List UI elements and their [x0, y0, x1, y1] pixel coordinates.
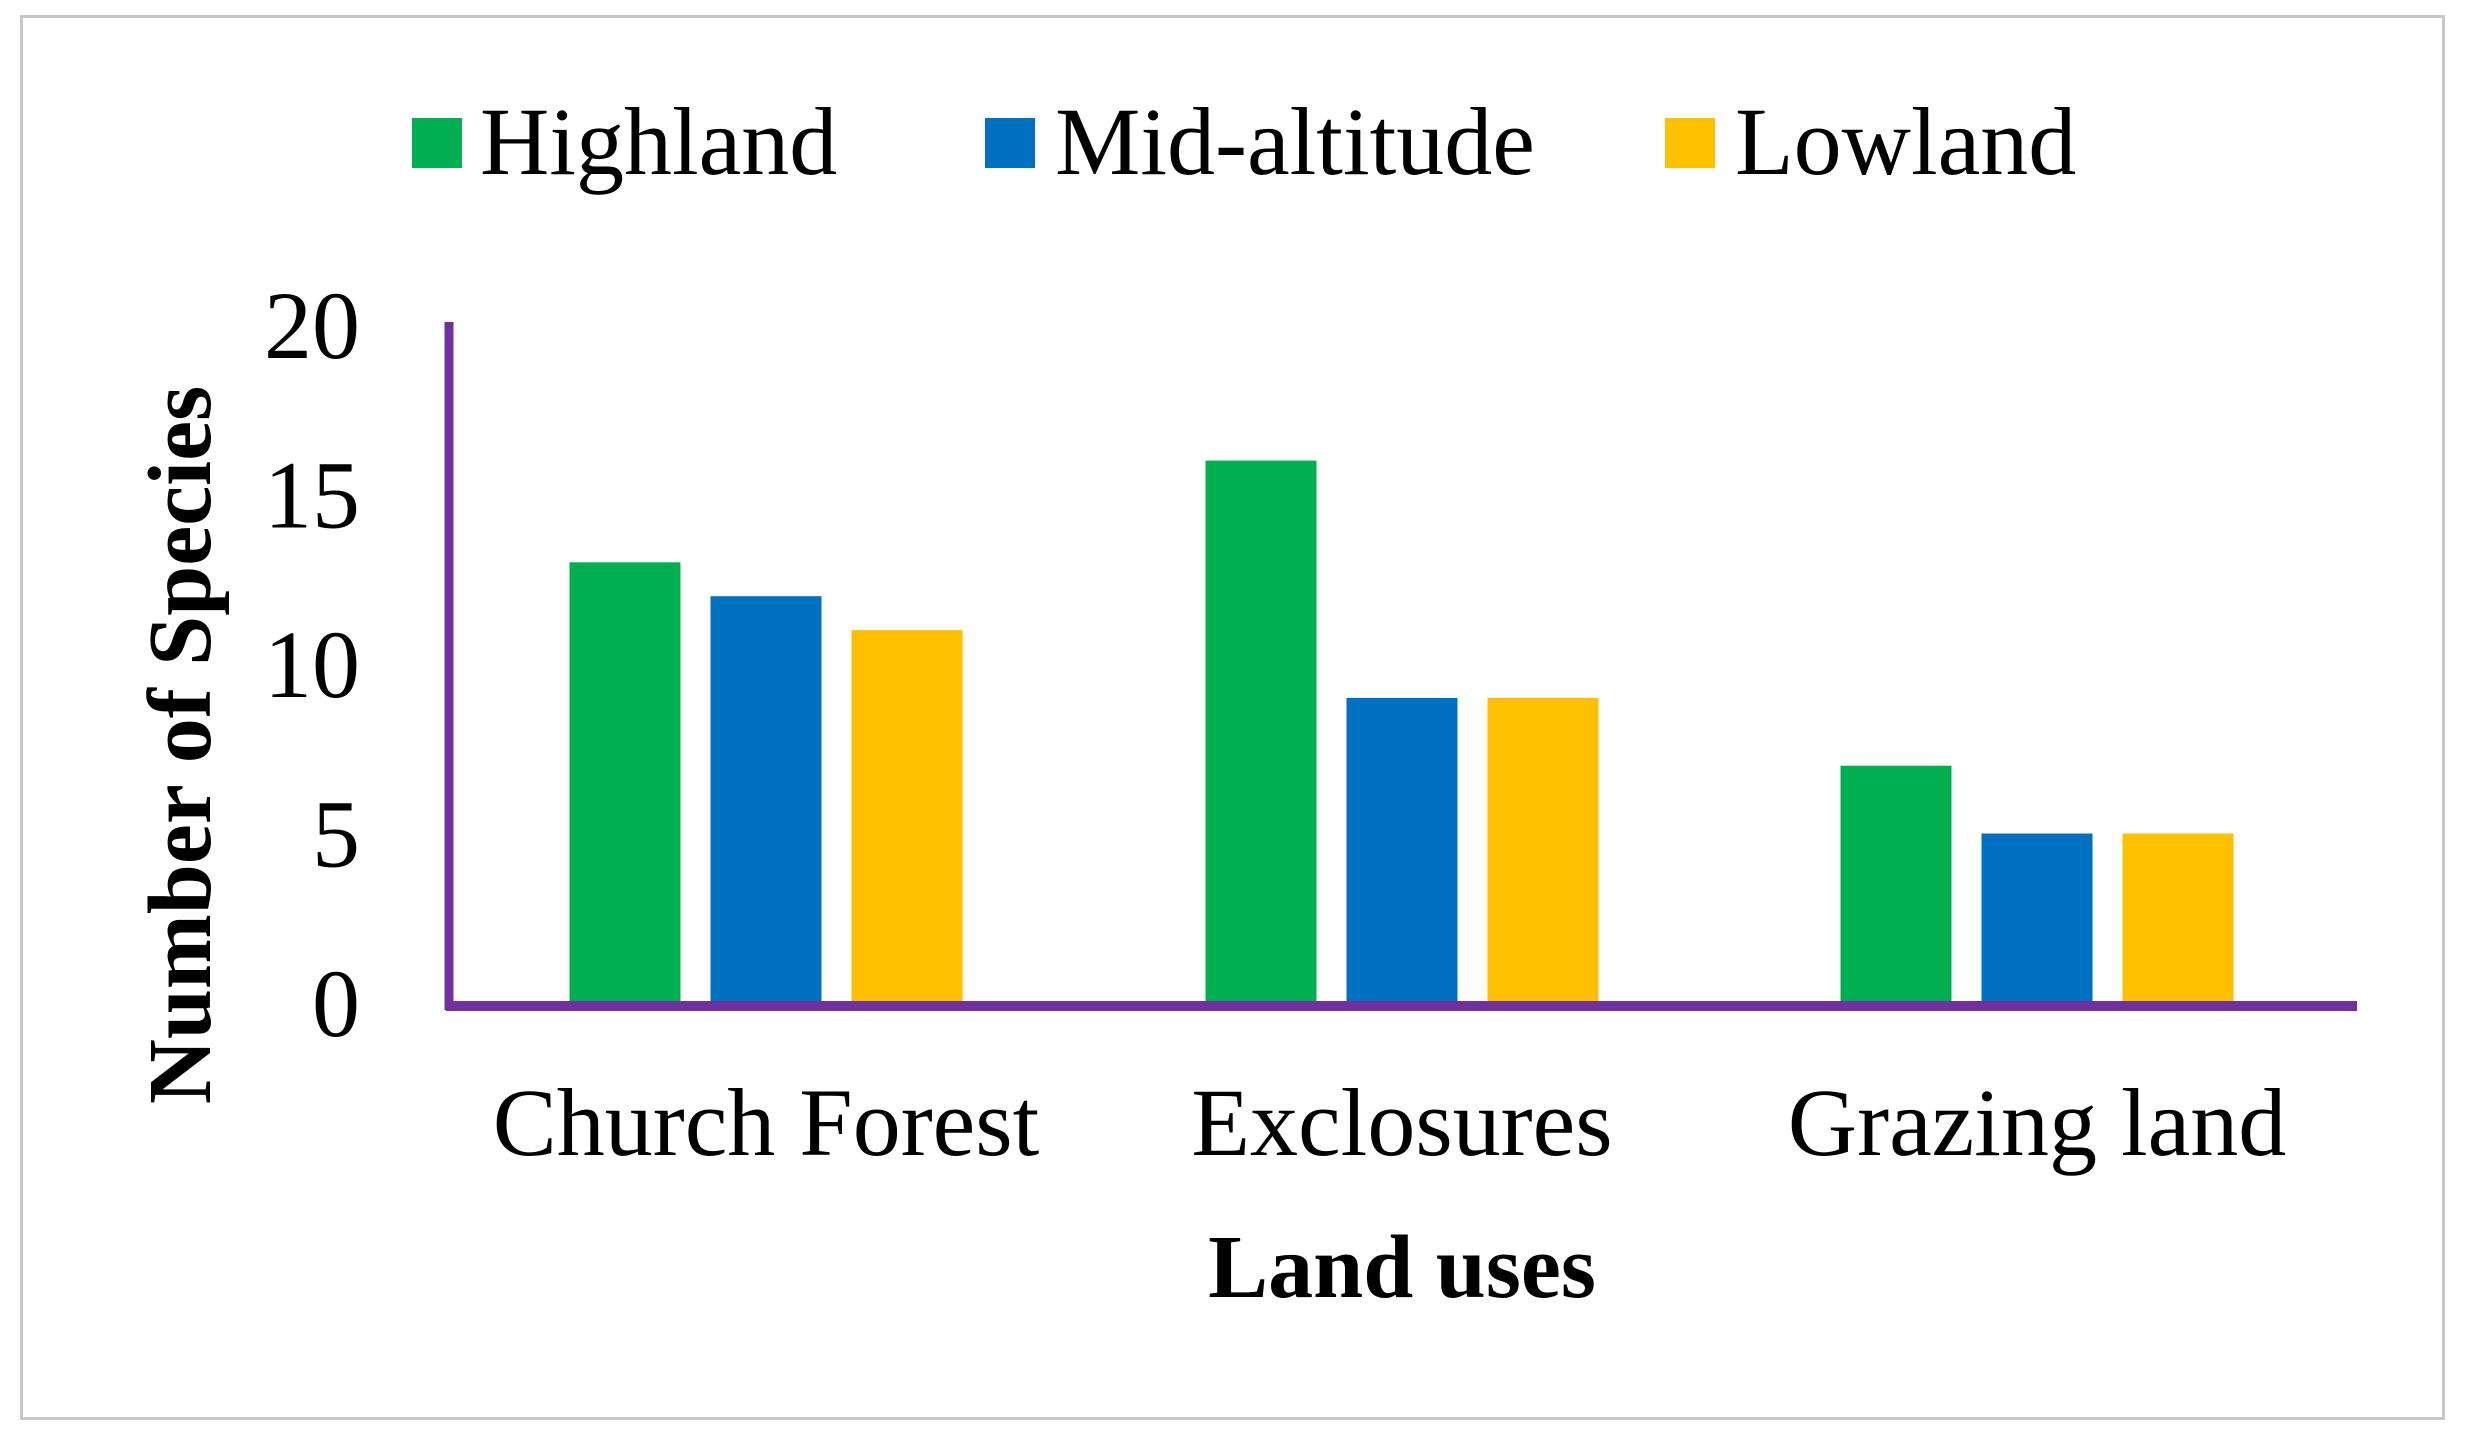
legend-swatch: [1665, 118, 1715, 168]
legend-label: Lowland: [1735, 88, 2076, 195]
y-tick-label: 20: [264, 272, 360, 379]
x-category-label: Grazing land: [1788, 1069, 2286, 1176]
bar-highland-grazing-land: [1840, 765, 1952, 1003]
bar-highland-exclosures: [1205, 460, 1317, 1004]
bar-mid-altitude-church-forest: [710, 596, 822, 1003]
legend-item-mid-altitude: Mid-altitude: [985, 88, 1535, 195]
legend-item-lowland: Lowland: [1665, 88, 2076, 195]
legend-swatch: [985, 118, 1035, 168]
bar-highland-church-forest: [569, 562, 681, 1003]
x-category-label: Exclosures: [1191, 1069, 1612, 1176]
bar-lowland-grazing-land: [2122, 833, 2234, 1003]
legend-label: Highland: [480, 88, 837, 195]
legend-item-highland: Highland: [412, 88, 837, 195]
legend-label: Mid-altitude: [1055, 88, 1535, 195]
y-tick-label: 10: [264, 611, 360, 718]
legend: Highland Mid-altitude Lowland: [412, 88, 2076, 195]
bar-lowland-exclosures: [1487, 697, 1599, 1003]
bar-lowland-church-forest: [851, 630, 963, 1003]
x-axis-title: Land uses: [1208, 1218, 1596, 1317]
x-axis-categories: Church Forest Exclosures Grazing land: [493, 1069, 2287, 1176]
y-tick-label: 15: [264, 442, 360, 549]
x-category-label: Church Forest: [493, 1069, 1040, 1176]
bar-mid-altitude-exclosures: [1346, 697, 1458, 1003]
y-tick-label: 0: [312, 950, 360, 1057]
legend-swatch: [412, 118, 462, 168]
y-axis-title: Number of Species: [131, 386, 230, 1104]
bar-mid-altitude-grazing-land: [1981, 833, 2093, 1003]
y-axis-ticks: 0 5 10 15 20: [264, 272, 360, 1057]
bars-group: [569, 460, 2234, 1004]
y-tick-label: 5: [312, 781, 360, 888]
